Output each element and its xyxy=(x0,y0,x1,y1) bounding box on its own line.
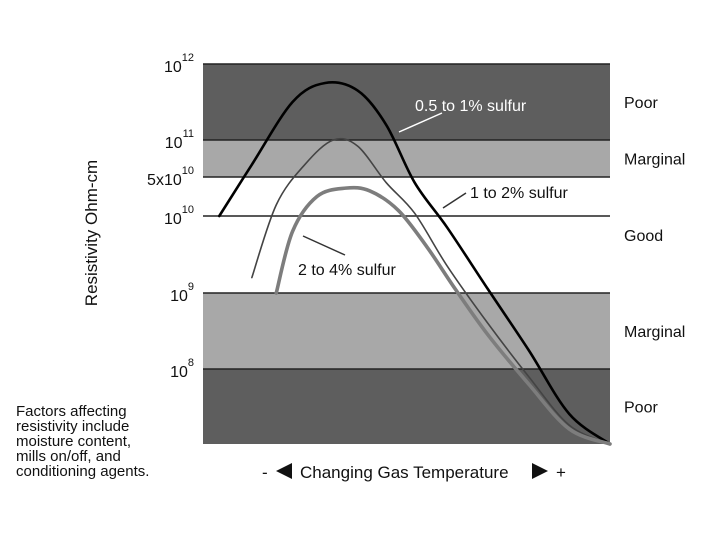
band-label: Poor xyxy=(624,400,658,417)
band-label: Marginal xyxy=(624,324,685,341)
left-arrow-icon xyxy=(276,463,292,479)
right-arrow-icon xyxy=(532,463,548,479)
series-annotation: 1 to 2% sulfur xyxy=(470,185,569,202)
band-poor xyxy=(203,64,610,140)
annotation-leader xyxy=(302,235,346,256)
series-line xyxy=(274,185,612,446)
y-tick-label: 1010 xyxy=(164,204,194,228)
y-tick-label: 5x1010 xyxy=(147,165,194,189)
series-annotation: 0.5 to 1% sulfur xyxy=(415,98,527,115)
note-line: resistivity include xyxy=(16,418,130,435)
series-annotation: 2 to 4% sulfur xyxy=(298,262,397,279)
annotation-leader xyxy=(398,112,443,133)
note-line: conditioning agents. xyxy=(16,463,150,480)
band-poor xyxy=(203,369,610,444)
y-tick-label: 1012 xyxy=(164,52,194,76)
note-line: moisture content, xyxy=(16,433,132,450)
band-marginal xyxy=(203,293,610,369)
series-line xyxy=(251,137,611,445)
y-tick-label: 1011 xyxy=(165,128,194,152)
note-line: Factors affecting xyxy=(16,403,127,420)
y-axis-label: Resistivity Ohm-cm xyxy=(82,160,101,306)
y-tick-label: 109 xyxy=(170,281,194,305)
note-line: mills on/off, and xyxy=(16,448,121,465)
x-axis-label: Changing Gas Temperature xyxy=(300,463,509,482)
x-axis-plus: + xyxy=(556,463,566,482)
band-label: Marginal xyxy=(624,152,685,169)
y-tick-label: 108 xyxy=(170,357,194,381)
band-marginal xyxy=(203,140,610,177)
band-good xyxy=(203,177,610,293)
series-line xyxy=(217,81,612,446)
band-label: Good xyxy=(624,228,663,245)
factors-note: Factors affecting resistivity include mo… xyxy=(16,404,186,479)
band-label: Poor xyxy=(624,95,658,112)
annotation-leader xyxy=(442,192,467,209)
x-axis-minus: - xyxy=(262,463,268,482)
